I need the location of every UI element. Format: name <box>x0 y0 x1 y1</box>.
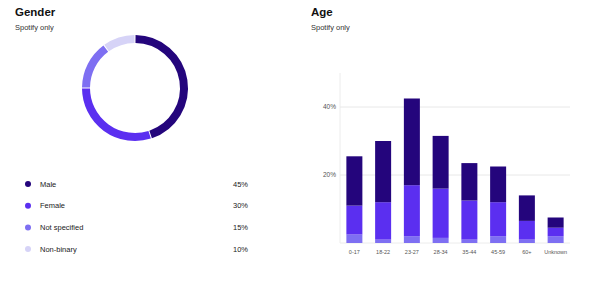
bar <box>375 141 391 202</box>
slice <box>136 39 184 134</box>
y-tick-label: 40% <box>323 103 336 110</box>
legend-swatch <box>25 246 31 252</box>
bar <box>404 99 420 186</box>
bars <box>346 99 563 244</box>
bar <box>433 136 449 189</box>
legend-value: 30% <box>233 201 248 210</box>
bar <box>404 236 420 243</box>
x-tick-label: 0-17 <box>349 249 360 255</box>
title: Age <box>311 6 333 18</box>
subtitle: Spotify only <box>311 23 350 32</box>
y-axis-line <box>340 73 341 243</box>
legend-label: Non-binary <box>40 245 77 254</box>
x-tick-label: 35-44 <box>462 249 476 255</box>
legend-label: Not specified <box>40 223 83 232</box>
x-tick-label: 23-27 <box>405 249 419 255</box>
x-axis-line <box>340 243 570 244</box>
bar <box>548 218 564 228</box>
slice <box>86 89 150 137</box>
bar <box>490 202 506 236</box>
legend-value: 10% <box>233 245 248 254</box>
legend-swatch <box>25 203 31 209</box>
bar <box>375 202 391 239</box>
bar <box>548 228 564 237</box>
bar <box>375 240 391 243</box>
bar <box>346 235 362 244</box>
bar <box>433 238 449 243</box>
x-tick-label: 45-59 <box>491 249 505 255</box>
bar <box>404 185 420 236</box>
bar <box>490 167 506 203</box>
bar <box>461 201 477 240</box>
legend-swatch <box>25 181 31 187</box>
bar <box>490 236 506 243</box>
slice <box>86 49 106 88</box>
x-tick-label: 18-22 <box>376 249 390 255</box>
y-tick-label: 20% <box>323 171 336 178</box>
legend-label: Male <box>40 180 56 189</box>
bar <box>433 189 449 238</box>
bar <box>519 221 535 240</box>
bar <box>519 195 535 221</box>
grid-line <box>340 175 570 176</box>
bar <box>461 163 477 200</box>
grid-line <box>340 107 570 108</box>
legend-value: 15% <box>233 223 248 232</box>
slice <box>107 39 135 48</box>
x-tick-label: 28-34 <box>434 249 448 255</box>
legend-swatch <box>25 224 31 230</box>
bar <box>346 206 362 235</box>
bar <box>548 236 564 243</box>
x-tick-label: Unknown <box>544 249 567 255</box>
bar <box>461 240 477 243</box>
canvas: Gender Spotify only Male 45% Female 30% Not sp… <box>0 0 596 282</box>
legend-value: 45% <box>233 180 248 189</box>
bar <box>519 240 535 243</box>
donut <box>86 39 184 137</box>
bar <box>346 156 362 205</box>
x-tick-label: 60+ <box>522 249 531 255</box>
title: Gender <box>15 6 56 18</box>
subtitle: Spotify only <box>15 23 54 32</box>
legend-label: Female <box>40 201 65 210</box>
